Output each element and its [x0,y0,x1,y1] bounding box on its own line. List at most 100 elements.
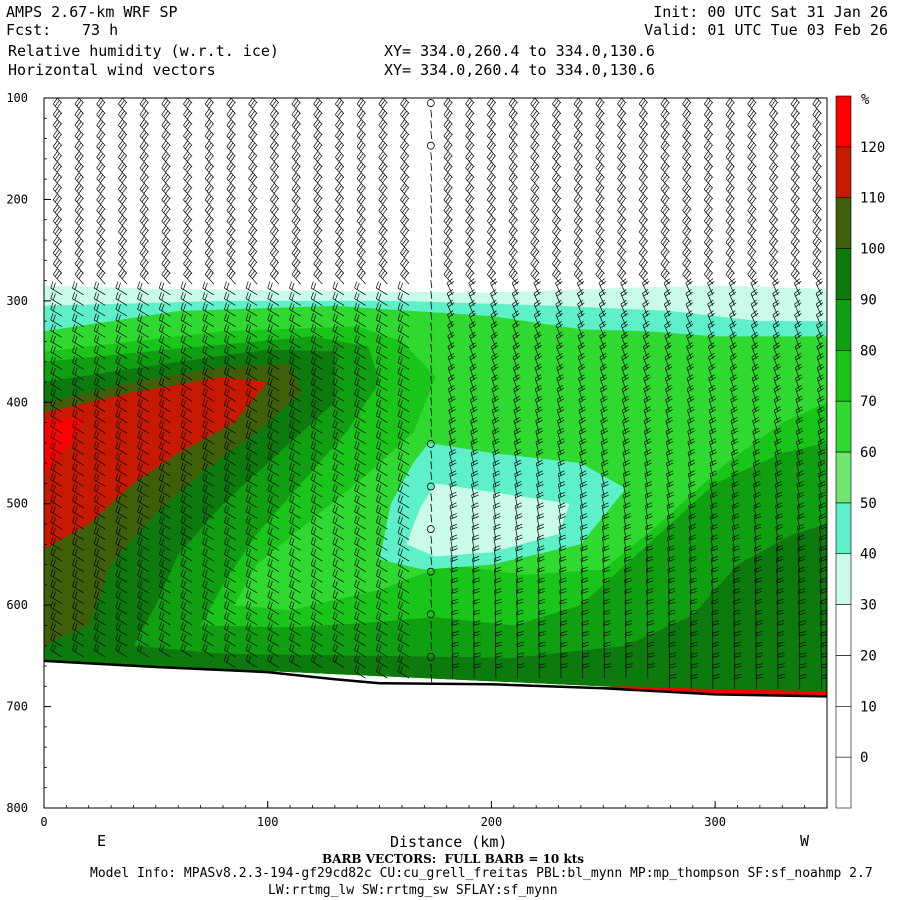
wind-barb [769,247,779,264]
wind-barb [430,429,433,438]
init-time: Init: 00 UTC Sat 31 Jan 26 [653,3,888,21]
wind-barb [93,366,106,381]
wind-barb [183,130,193,146]
wind-barb [335,247,345,264]
wind-barb [180,526,193,541]
wind-barb [180,483,193,498]
wind-barb [118,215,128,232]
wind-barb [356,268,366,285]
wind-barb [378,193,388,210]
wind-barb [579,481,588,498]
wind-barb [515,534,523,551]
colorbar-swatch [835,451,852,504]
wind-barb [426,439,435,448]
wind-barb [557,449,565,466]
wind-barb [747,151,757,168]
wind-barb [448,438,457,455]
wind-barb [289,504,301,519]
wind-barb [313,257,323,274]
wind-barb [72,334,84,349]
wind-barb [245,409,258,423]
wind-barb [224,334,236,349]
wind-barb [74,151,84,168]
wind-barb [397,558,410,572]
wind-barb [397,547,410,562]
wind-barb [397,664,410,679]
wind-barb [180,515,193,530]
wind-barb [50,419,63,434]
wind-barb [52,151,63,168]
wind-barb [93,441,106,455]
wind-barb [573,225,583,242]
wind-barb [332,430,345,445]
wind-barb [269,130,280,146]
wind-barb [426,567,435,576]
wind-barb [267,398,280,413]
wind-barb [769,162,779,178]
wind-barb [747,225,757,242]
wind-barb [269,172,280,189]
wind-barb [158,430,171,445]
wind-barb [356,236,366,253]
wind-barb [397,494,410,509]
wind-barb [183,162,193,178]
wind-barb [375,281,388,296]
wind-barb [449,523,458,540]
wind-barb [595,183,605,200]
wind-barb [514,449,522,466]
wind-barb [245,526,258,541]
wind-barb [224,547,236,562]
wind-barb [375,409,388,423]
wind-barb [515,566,524,583]
wind-barb [638,225,649,242]
wind-barb [443,225,453,242]
wind-barb [580,534,588,551]
wind-barb [96,257,106,274]
wind-barb [430,365,433,374]
wind-barb [310,419,323,434]
wind-barb [158,398,171,413]
wind-barb [530,130,540,146]
wind-barb [224,536,236,551]
wind-barb [375,579,388,594]
y-tick-label: 700 [6,700,28,714]
wind-barb [448,395,456,413]
wind-barb [494,588,502,604]
wind-barb [291,215,301,232]
wind-barb [558,534,567,551]
wind-barb [638,204,649,221]
wind-barb [356,130,366,146]
wind-barb [397,622,410,636]
wind-barb [332,441,345,455]
wind-barb [224,430,236,445]
wind-barb [812,119,822,136]
wind-barb [508,140,518,157]
wind-barb [747,257,757,274]
wind-barb [638,257,649,274]
wind-barb [465,204,475,221]
wind-barb [332,462,345,477]
wind-barb [137,611,149,626]
wind-barb [430,461,433,470]
wind-barb [790,130,800,146]
wind-barb [183,172,193,189]
wind-barb [50,568,63,583]
colorbar-label: 20 [860,648,877,664]
wind-barb [50,334,63,349]
wind-barb [552,151,562,168]
wind-barb [703,215,714,232]
wind-barb [595,140,605,157]
wind-barb [465,108,475,125]
wind-barb [289,366,301,381]
wind-barb [397,473,410,487]
wind-barb [508,215,518,232]
wind-barb [137,568,149,583]
wind-barb [204,151,215,168]
wind-barb [790,183,800,200]
x-tick-label: 0 [40,815,47,829]
wind-barb [202,600,214,615]
wind-barb [443,236,453,253]
wind-barb [202,366,214,381]
wind-barb [512,310,520,327]
wind-barb [493,556,502,572]
